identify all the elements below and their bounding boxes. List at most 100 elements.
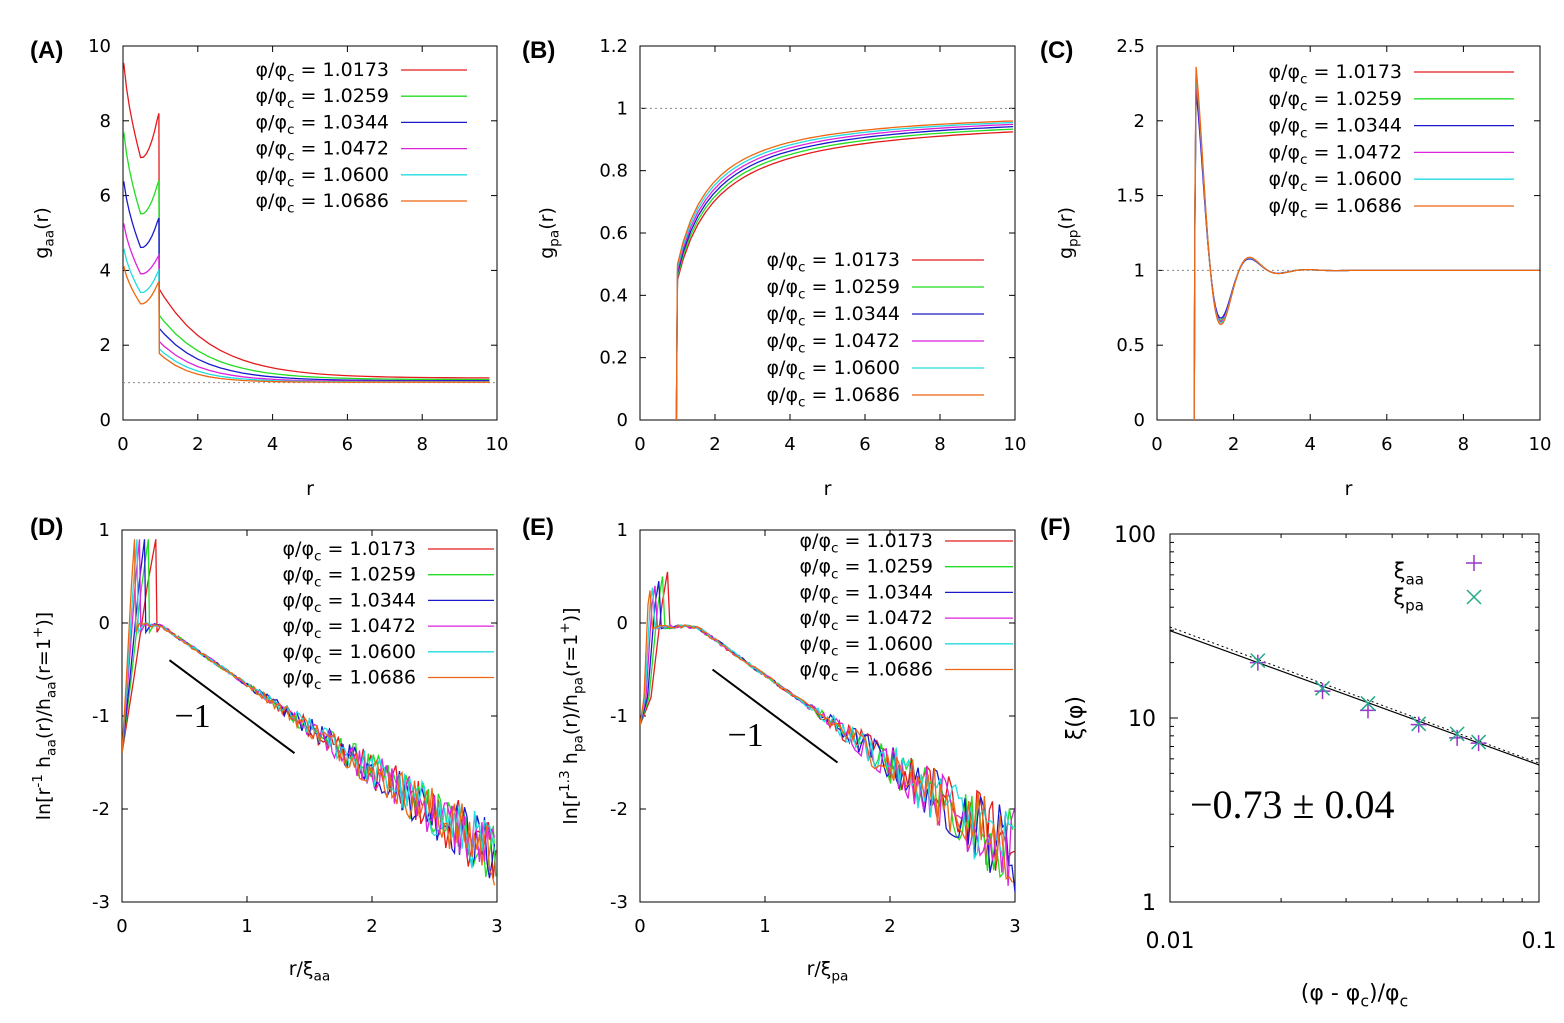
panel-e-legend-label: φ/φc = 1.0344 [800,581,933,608]
panel-d-legend-label: φ/φc = 1.0686 [283,667,416,694]
panel-b-ytick-label: 0.2 [599,348,628,369]
panel-c-xtick-label: 2 [1228,434,1239,455]
panel-d-ytick-label: -3 [92,892,110,913]
panel-f-legend-label-xi-aa: ξaa​ [1394,559,1424,588]
panel-f-fit-line [1169,630,1540,766]
panel-a-xtick-label: 2 [192,434,203,455]
panel-e-ytick-label: 1 [617,520,628,541]
panel-letter-d: (D) [30,514,63,541]
panel-f-xtick-label: 0.01 [1146,929,1195,954]
panel-letter-f: (F) [1040,514,1071,541]
panel-f-ytick-label: 10 [1128,707,1156,732]
panel-b-xlabel: r [824,478,832,500]
panel-e-slope-guide [711,668,839,764]
panel-a-xtick-label: 6 [342,434,353,455]
panel-a-series-line [123,131,490,381]
panel-b-series-line [675,123,1014,420]
panel-a-ytick-label: 0 [100,410,111,431]
panel-letter-e: (E) [522,514,554,541]
panel-c-ytick-label: 0 [1134,410,1145,431]
panel-c-xtick-label: 6 [1381,434,1392,455]
panel-e-ylabel: ln[r1.3 hpa(r)/hpa(r=1+)] [557,607,587,824]
panel-e-xtick-label: 2 [884,916,895,937]
panel-b-xtick-label: 2 [709,434,720,455]
panel-f-xi-aa-marker [1449,729,1466,746]
panel-c-legend-label: φ/φc = 1.0173 [1269,61,1402,88]
panel-b-legend-label: φ/φc = 1.0344 [767,303,900,330]
panel-e-xtick-label: 0 [634,916,645,937]
panel-d-ytick-label: -2 [92,799,110,820]
panel-f-fit-label: −0.73 ± 0.04 [1190,782,1395,827]
panel-f-xi-aa-marker [1470,735,1487,752]
panel-c-legend-label: φ/φc = 1.0259 [1269,88,1402,115]
panel-f-ylabel: ξ(φ) [1063,696,1088,740]
panel-a-series-line [123,181,490,382]
panel-d-xtick-label: 1 [241,916,252,937]
panel-d-series-line [122,539,496,886]
panel-c-xtick-label: 0 [1151,434,1162,455]
panel-e-xtick-label: 1 [759,916,770,937]
panel-d-ytick-label: 1 [99,520,110,541]
panel-f-xi-aa-marker [1249,654,1266,671]
panel-d-slope-guide [168,659,296,755]
panel-a-xtick-label: 10 [486,434,509,455]
panel-d-xlabel: r/ξaa​ [289,958,331,985]
panel-c-series-line [1193,66,1540,420]
panel-b-legend-label: φ/φc = 1.0259 [767,276,900,303]
panel-e-slope-label: −1 [728,717,764,754]
panel-b-legend-label: φ/φc = 1.0600 [767,357,900,384]
panel-f-fit-line-dotted [1169,626,1540,764]
panel-c-frame [1156,45,1541,421]
panel-d-slope-label: −1 [175,698,211,735]
panel-e-ytick-label: -1 [610,706,628,727]
panel-e-xlabel: r/ξpa​ [807,958,849,985]
panel-e-legend-label: φ/φc = 1.0472 [800,607,933,634]
panel-b-xtick-label: 4 [784,434,795,455]
panel-d-chart: 0 1 2 3 -3 -2 -1 0 1 r/ξaa​ ln[r-1 haa(r)/haa(r=1+… [30,520,503,985]
panel-f-xi-pa-marker [1360,695,1376,711]
panel-f-ytick-label: 1 [1142,891,1156,916]
panel-c-ylabel: gpp(r) [1055,207,1082,259]
panel-letter-c: (C) [1040,37,1073,64]
panel-e-legend-label: φ/φc = 1.0686 [800,659,933,686]
panel-f-frame [1169,533,1540,903]
panel-a-series-line [123,248,490,383]
panel-b-ytick-label: 0.4 [599,285,628,306]
panel-f-legend-marker-xi-aa [1466,555,1482,571]
panel-b-chart: 0 2 4 6 8 10 0 0.2 0.4 0.6 0.8 1 1.2 r gpa(r) φ/φc = 1.… [536,36,1026,500]
panel-d-xtick-label: 3 [491,916,502,937]
panel-b-series-line [675,125,1014,420]
panel-a-ytick-label: 2 [100,335,111,356]
panel-a-ytick-label: 8 [100,111,111,132]
panel-e-legend-label: φ/φc = 1.0173 [800,530,933,557]
panel-a-legend-label: φ/φc = 1.0259 [256,85,389,112]
panel-d-ytick-label: -1 [92,706,110,727]
panel-a-xtick-label: 0 [117,434,128,455]
panel-f-xi-aa-marker [1314,683,1331,700]
panel-f-xi-pa-marker [1471,734,1487,750]
panel-d-ytick-label: 0 [99,613,110,634]
panel-e-legend-label: φ/φc = 1.0259 [800,556,933,583]
panel-a-series-line [123,223,490,383]
panel-d-ylabel: ln[r-1 haa(r)/haa(r=1+)] [30,612,60,820]
panel-b-ytick-label: 0.8 [599,161,628,182]
panel-c-legend-label: φ/φc = 1.0472 [1269,141,1402,168]
panel-d-legend-label: φ/φc = 1.0344 [283,589,416,616]
panel-c-ytick-label: 1 [1134,260,1145,281]
panel-b-ytick-label: 0 [617,410,628,431]
panel-a-legend-label: φ/φc = 1.0686 [256,190,389,217]
panel-b-series-line [675,131,1014,420]
panel-e-series-line [640,585,1015,886]
panel-f-xtick-label: 0.1 [1522,929,1557,954]
panel-d-legend-label: φ/φc = 1.0173 [283,538,416,565]
panel-b-ytick-label: 1.2 [599,36,628,57]
panel-d-xtick-label: 0 [116,916,127,937]
panel-c-ytick-label: 1.5 [1116,186,1145,207]
panel-c-series-line [1193,90,1540,420]
panel-b-ylabel: gpa(r) [536,207,563,259]
panel-a-frame [122,45,498,421]
panel-b-series-line [675,120,1014,420]
panel-b-legend-label: φ/φc = 1.0686 [767,384,900,411]
